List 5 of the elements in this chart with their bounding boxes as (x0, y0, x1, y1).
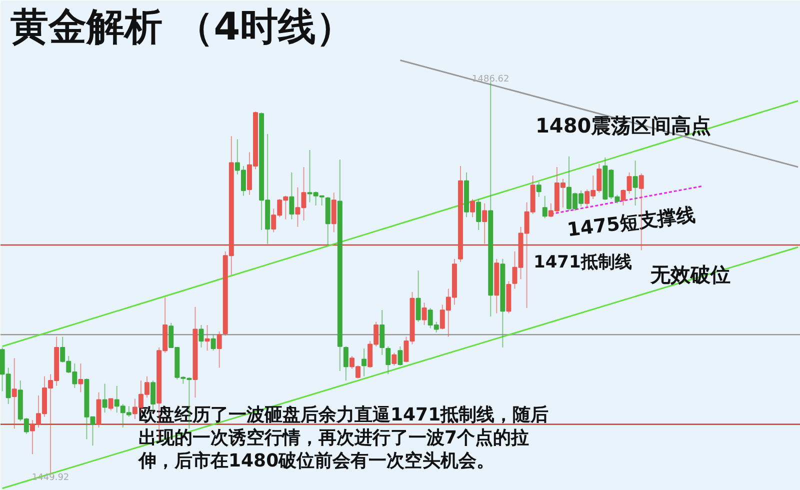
chart-title: 黄金解析 （4时线） (10, 4, 354, 48)
annotation: 1486.62 (472, 74, 510, 84)
annotation: 1449.92 (32, 473, 70, 484)
text: 1475短支撑线 (566, 204, 697, 242)
ref-line-label: 1471抵制线 (534, 252, 632, 272)
